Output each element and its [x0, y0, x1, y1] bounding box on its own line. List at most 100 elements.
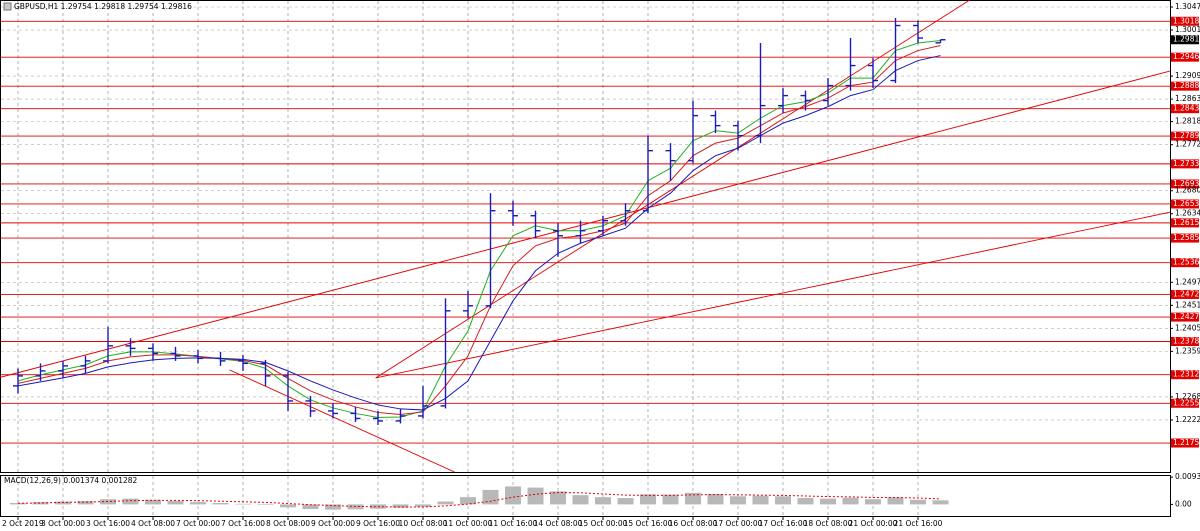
- moving-average: [17, 55, 941, 411]
- moving-average: [17, 45, 941, 415]
- macd-bar: [842, 497, 859, 505]
- macd: [10, 486, 949, 510]
- macd-bar: [302, 504, 319, 510]
- level-label: 1.30185: [1173, 16, 1200, 25]
- level-label-box: [1171, 438, 1199, 448]
- level-label-box: [1171, 218, 1199, 228]
- y-tick-label: 1.24970: [1175, 277, 1200, 286]
- macd-bar: [685, 492, 701, 505]
- x-tick-label: 11 Oct 00:00: [444, 519, 493, 528]
- y-tick-label: 1.23590: [1175, 346, 1200, 355]
- x-tick-label: 7 Oct 00:00: [176, 519, 220, 528]
- y-tick-label: 1.22680: [1175, 392, 1200, 401]
- price-label-box: [1171, 35, 1199, 45]
- x-tick-label: 17 Oct 16:00: [759, 519, 808, 528]
- macd-bar: [572, 495, 589, 505]
- x-tick-label: 9 Oct 16:00: [356, 519, 400, 528]
- macd-bar: [415, 504, 431, 507]
- macd-bar: [550, 491, 566, 505]
- macd-bar: [887, 497, 904, 505]
- macd-bar: [460, 497, 476, 505]
- macd-tick-label: 0.00: [1175, 499, 1192, 508]
- macd-bar: [10, 502, 26, 505]
- macd-bar: [437, 501, 454, 505]
- level-label: 1.22553: [1173, 398, 1200, 407]
- macd-bar: [190, 502, 206, 505]
- x-tick-label: 3 Oct 00:00: [41, 519, 85, 528]
- x-tick-label: 15 Oct 00:00: [579, 519, 628, 528]
- macd-bar: [640, 494, 656, 505]
- y-tick-label: 1.30010: [1175, 25, 1200, 34]
- level-label-box: [1171, 179, 1199, 189]
- macd-bar: [325, 504, 341, 510]
- macd-bar: [100, 499, 116, 505]
- level-label: 1.28889: [1173, 81, 1200, 90]
- level-label-box: [1171, 233, 1199, 243]
- level-label-box: [1171, 104, 1199, 114]
- level-label: 1.21759: [1173, 438, 1200, 447]
- macd-signal: [17, 492, 941, 508]
- macd-bar: [482, 489, 499, 505]
- level-label-box: [1171, 81, 1199, 91]
- macd-bar: [595, 497, 611, 505]
- macd-bar: [910, 499, 926, 505]
- level-label-box: [1171, 131, 1199, 141]
- level-label-box: [1171, 16, 1199, 26]
- level-label: 1.24275: [1173, 312, 1200, 321]
- level-label-box: [1171, 159, 1199, 169]
- trendline: [0, 70, 1170, 378]
- x-tick-label: 7 Oct 16:00: [221, 519, 265, 528]
- y-tick-label: 1.28180: [1175, 117, 1200, 126]
- level-label: 1.25854: [1173, 233, 1200, 242]
- y-tick-label: 1.30470: [1175, 2, 1200, 11]
- x-tick-label: 10 Oct 08:00: [399, 519, 448, 528]
- trendline: [375, 0, 970, 379]
- level-label-box: [1171, 289, 1199, 299]
- level-label-box: [1171, 370, 1199, 380]
- macd-bar: [280, 504, 296, 508]
- symbol-icon: [3, 2, 12, 11]
- level-label: 1.27336: [1173, 159, 1200, 168]
- x-tick-label: 17 Oct 00:00: [714, 519, 763, 528]
- x-tick-label: 21 Oct 00:00: [849, 519, 898, 528]
- chart-title: GBPUSD,H1 1.29754 1.29818 1.29754 1.2981…: [14, 2, 192, 11]
- price-label: 1.29816: [1173, 35, 1200, 44]
- macd-bar: [145, 499, 161, 505]
- x-tick-label: 4 Oct 08:00: [131, 519, 175, 528]
- y-tick-label: 1.28630: [1175, 94, 1200, 103]
- x-tick-label: 9 Oct 00:00: [311, 519, 355, 528]
- macd-bar: [122, 498, 139, 505]
- level-label-box: [1171, 337, 1199, 347]
- macd-bar: [932, 500, 949, 505]
- y-tick-label: 1.24050: [1175, 323, 1200, 332]
- level-label: 1.23787: [1173, 337, 1200, 346]
- x-tick-label: 15 Oct 16:00: [624, 519, 673, 528]
- macd-bar: [775, 496, 791, 505]
- level-label: 1.28439: [1173, 104, 1200, 113]
- macd-bar: [527, 487, 544, 505]
- macd-bar: [707, 493, 724, 505]
- macd-bar: [55, 501, 71, 505]
- y-tick-label: 1.24510: [1175, 300, 1200, 309]
- macd-bar: [617, 498, 634, 505]
- x-tick-label: 3 Oct 16:00: [86, 519, 130, 528]
- x-tick-label: 14 Oct 08:00: [534, 519, 583, 528]
- level-label: 1.23124: [1173, 370, 1200, 379]
- macd-bar: [167, 500, 184, 505]
- y-tick-label: 1.26800: [1175, 186, 1200, 195]
- level-label: 1.25362: [1173, 258, 1200, 267]
- macd-bar: [257, 504, 274, 505]
- macd-bar: [212, 502, 229, 505]
- price-bars: [13, 18, 946, 425]
- trendlines: [0, 0, 1170, 472]
- trendline: [375, 211, 1170, 379]
- y-tick-label: 1.22220: [1175, 415, 1200, 424]
- x-tick-label: 11 Oct 16:00: [489, 519, 538, 528]
- level-label-box: [1171, 398, 1199, 408]
- level-label-box: [1171, 199, 1199, 209]
- level-label: 1.26157: [1173, 218, 1200, 227]
- x-tick-label: 8 Oct 08:00: [266, 519, 310, 528]
